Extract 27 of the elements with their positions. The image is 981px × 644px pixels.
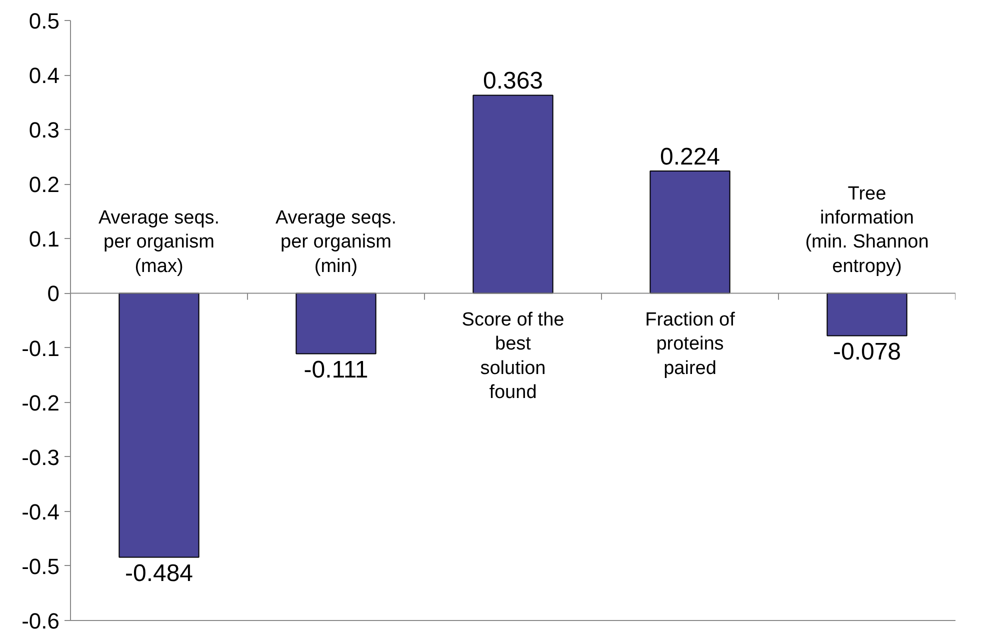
bar bbox=[296, 292, 376, 354]
y-tick-label: 0.3 bbox=[28, 118, 60, 143]
y-tick-label: -0.5 bbox=[22, 554, 60, 579]
y-tick-label: -0.3 bbox=[22, 444, 60, 470]
x-tick-label: Average seqs. per organism (max) bbox=[98, 208, 220, 277]
bar bbox=[472, 94, 554, 294]
y-tick-label: -0.6 bbox=[22, 608, 60, 634]
y-tick-label: 0.5 bbox=[28, 8, 60, 34]
y-tick-label: 0 bbox=[47, 281, 60, 306]
bar bbox=[826, 292, 908, 336]
y-tick-label: -0.4 bbox=[22, 499, 60, 524]
x-tick-label: Score of the best solution found bbox=[462, 310, 564, 404]
data-label: 0.363 bbox=[482, 68, 544, 95]
y-tick-label: -0.1 bbox=[22, 336, 60, 361]
x-tick-label: Average seqs. per organism (min) bbox=[275, 208, 397, 277]
y-tick-label: -0.2 bbox=[22, 390, 60, 416]
y-tick-label: 0.4 bbox=[28, 63, 60, 88]
y-tick-label: 0.1 bbox=[28, 226, 60, 252]
x-tick-label: Fraction of proteins paired bbox=[645, 310, 736, 379]
data-label: -0.484 bbox=[124, 560, 194, 587]
bar bbox=[118, 292, 200, 558]
data-label: -0.078 bbox=[832, 338, 902, 366]
bar bbox=[650, 170, 730, 294]
x-tick-label: Tree information (min. Shannon entropy) bbox=[805, 183, 929, 277]
data-label: 0.224 bbox=[660, 144, 720, 170]
data-label: -0.111 bbox=[304, 356, 368, 384]
y-tick-label: 0.2 bbox=[28, 172, 60, 198]
